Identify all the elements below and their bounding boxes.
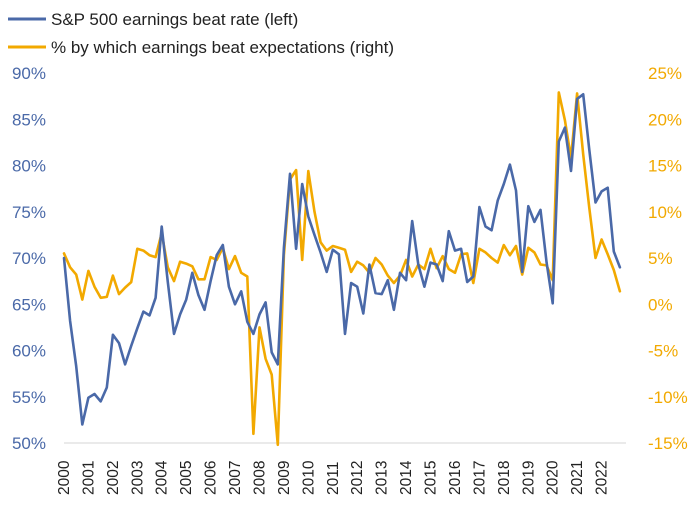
series-line-beat-rate bbox=[62, 93, 622, 426]
x-tick-label: 2020 bbox=[545, 460, 562, 495]
x-tick-label: 2008 bbox=[251, 461, 268, 495]
y-axis-left: 90% 85% 80% 75% 70% 65% 60% 55% 50% bbox=[12, 64, 46, 453]
y-left-tick-label: 75% bbox=[12, 203, 46, 222]
x-tick-label: 2014 bbox=[398, 460, 415, 495]
x-tick-label: 2007 bbox=[227, 461, 244, 495]
y-right-tick-label: -5% bbox=[648, 342, 678, 361]
x-tick-label: 2005 bbox=[178, 461, 195, 495]
x-tick-label: 2018 bbox=[496, 461, 513, 495]
x-tick-label: 2000 bbox=[56, 460, 73, 495]
x-tick-label: 2003 bbox=[129, 461, 146, 495]
y-left-tick-label: 55% bbox=[12, 388, 46, 407]
y-left-tick-label: 85% bbox=[12, 110, 46, 129]
legend: S&P 500 earnings beat rate (left) % by w… bbox=[8, 10, 394, 57]
y-right-tick-label: -15% bbox=[648, 434, 688, 453]
y-right-tick-label: 15% bbox=[648, 157, 682, 176]
x-tick-label: 2002 bbox=[105, 461, 122, 495]
x-tick-label: 2006 bbox=[203, 461, 220, 495]
x-tick-label: 2011 bbox=[325, 462, 342, 495]
x-tick-label: 2019 bbox=[520, 461, 537, 495]
x-tick-label: 2012 bbox=[349, 461, 366, 495]
x-tick-label: 2010 bbox=[300, 460, 317, 495]
y-left-tick-label: 65% bbox=[12, 295, 46, 314]
x-axis: 2000 2001 2002 2003 2004 2005 2006 2007 2008 2009… bbox=[56, 442, 626, 495]
series-line-beat-magnitude bbox=[62, 91, 622, 447]
legend-label-beat-rate: S&P 500 earnings beat rate (left) bbox=[51, 10, 298, 29]
y-left-tick-label: 80% bbox=[12, 157, 46, 176]
x-tick-label: 2009 bbox=[276, 461, 293, 495]
x-tick-label: 2016 bbox=[447, 461, 464, 495]
x-tick-label: 2022 bbox=[594, 461, 611, 495]
y-right-tick-label: 20% bbox=[648, 110, 682, 129]
x-tick-label: 2015 bbox=[423, 461, 440, 495]
x-tick-label: 2017 bbox=[471, 461, 488, 495]
x-tick-label: 2001 bbox=[80, 461, 97, 495]
y-right-tick-label: 5% bbox=[648, 249, 673, 268]
y-left-tick-label: 60% bbox=[12, 342, 46, 361]
y-right-tick-label: 25% bbox=[648, 64, 682, 83]
y-right-tick-label: -10% bbox=[648, 388, 688, 407]
x-tick-label: 2004 bbox=[154, 460, 171, 495]
legend-label-beat-magnitude: % by which earnings beat expectations (r… bbox=[51, 38, 394, 57]
x-tick-label: 2013 bbox=[374, 461, 391, 495]
y-left-tick-label: 50% bbox=[12, 434, 46, 453]
y-left-tick-label: 90% bbox=[12, 64, 46, 83]
plot-area bbox=[62, 91, 622, 447]
y-right-tick-label: 10% bbox=[648, 203, 682, 222]
y-left-tick-label: 70% bbox=[12, 249, 46, 268]
y-right-tick-label: 0% bbox=[648, 295, 673, 314]
y-axis-right: 25% 20% 15% 10% 5% 0% -5% -10% -15% bbox=[648, 64, 688, 453]
x-tick-label: 2021 bbox=[569, 461, 586, 495]
